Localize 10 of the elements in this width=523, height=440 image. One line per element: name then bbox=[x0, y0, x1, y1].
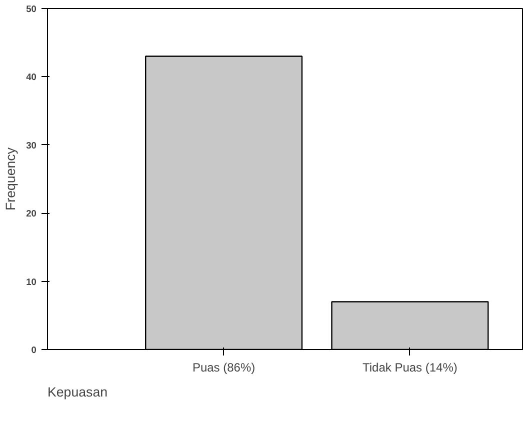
x-tick-label: Tidak Puas (14%) bbox=[362, 360, 458, 374]
y-tick-label: 10 bbox=[26, 276, 37, 287]
x-axis-title: Kepuasan bbox=[48, 384, 108, 400]
y-tick-label: 40 bbox=[26, 72, 37, 82]
x-tick-label: Puas (86%) bbox=[192, 360, 256, 374]
y-tick-label: 30 bbox=[26, 140, 37, 150]
y-tick-label: 20 bbox=[26, 208, 37, 219]
y-tick-label: 50 bbox=[26, 4, 37, 14]
y-axis-title: Frequency bbox=[3, 147, 18, 210]
y-tick-label: 0 bbox=[31, 345, 37, 355]
